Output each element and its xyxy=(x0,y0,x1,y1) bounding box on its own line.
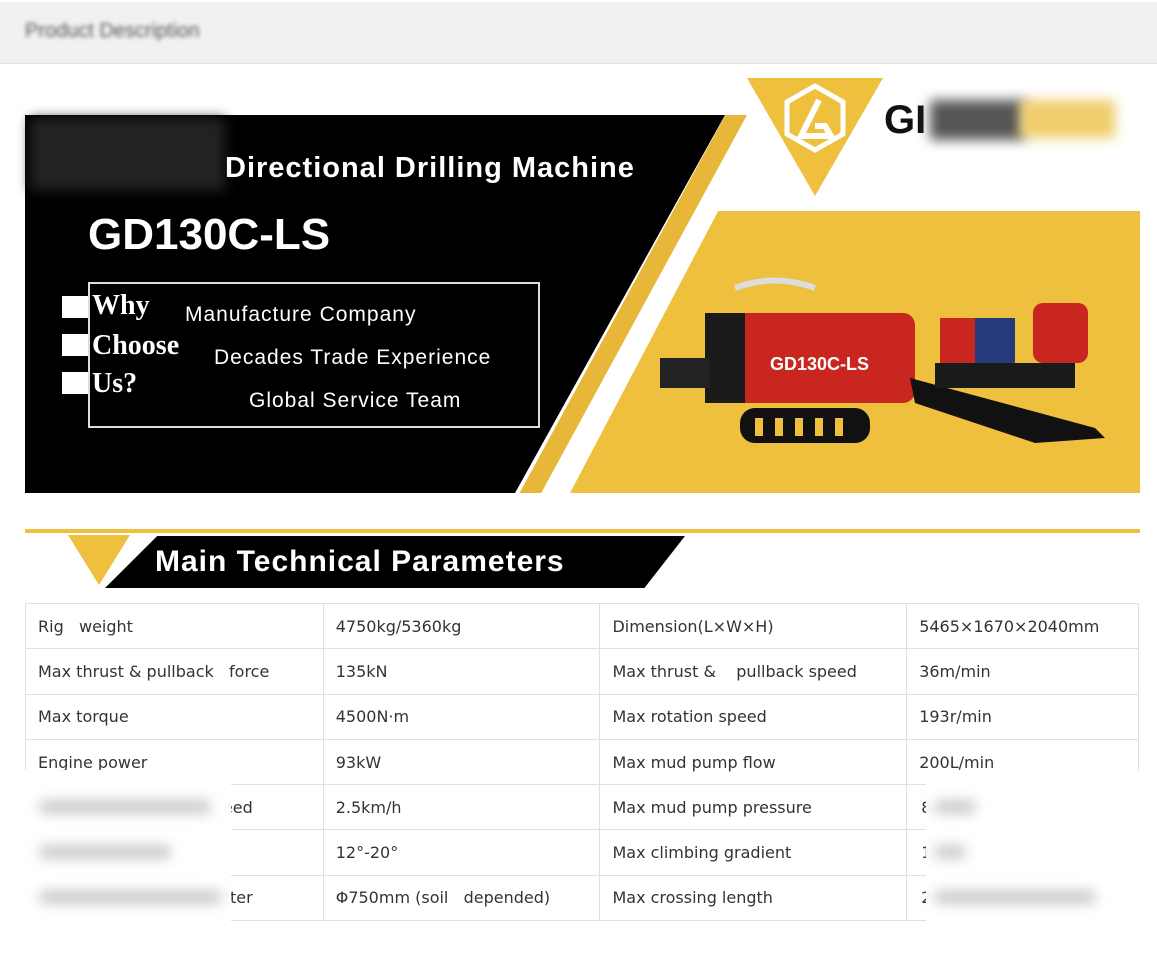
param-label: Dimension(L×W×H) xyxy=(599,602,908,650)
logo-blurred-region xyxy=(1020,100,1115,138)
heading-bar xyxy=(105,536,685,588)
param-label: Max crossing length xyxy=(599,874,908,922)
bullet-square xyxy=(62,296,88,318)
blurred-text xyxy=(40,890,220,904)
header-label: Product Description xyxy=(25,20,200,42)
us-word: Us? xyxy=(92,368,138,399)
param-label: Max mud pump pressure xyxy=(599,784,908,831)
why-box xyxy=(88,282,540,428)
blurred-text xyxy=(935,890,1095,904)
section-divider xyxy=(25,529,1140,533)
brand-logo-icon xyxy=(745,78,885,203)
param-value: 4500N·m xyxy=(322,693,601,740)
feature-item: Decades Trade Experience xyxy=(214,346,492,369)
blurred-text xyxy=(40,800,210,814)
bullet-square xyxy=(62,372,88,394)
param-label: Max climbing gradient xyxy=(599,829,908,876)
section-heading: Main Technical Parameters xyxy=(155,545,565,578)
feature-item: Global Service Team xyxy=(249,389,462,412)
param-value: 135kN xyxy=(322,648,601,695)
table-row: Max torque 4500N·m Max rotation speed 193r/… xyxy=(25,693,1139,740)
param-value: 93kW xyxy=(322,738,601,786)
param-label: Max mud pump flow xyxy=(599,738,908,786)
drilling-machine-image: GD130C-LS xyxy=(655,268,1115,458)
blurred-text xyxy=(935,845,965,859)
banner-blurred-region xyxy=(30,118,225,190)
param-value: 193r/min xyxy=(906,693,1139,740)
banner-title: Directional Drilling Machine xyxy=(225,152,635,184)
blurred-text xyxy=(40,845,170,859)
blurred-text xyxy=(935,800,975,814)
param-value: 4750kg/5360kg xyxy=(322,602,601,650)
param-value: 36m/min xyxy=(906,648,1139,695)
machine-label: GD130C-LS xyxy=(770,354,869,374)
choose-word: Choose xyxy=(92,330,180,361)
param-value: 2.5km/h xyxy=(322,784,601,831)
param-label: Rig weight xyxy=(25,602,324,650)
why-word: Why xyxy=(92,290,150,321)
blurred-region xyxy=(0,770,231,960)
table-row: Rig weight 4750kg/5360kg Dimension(L×W×H) 5… xyxy=(25,602,1139,650)
param-label: Max torque xyxy=(25,693,324,740)
param-value: Φ750mm (soil depended) xyxy=(322,874,601,922)
bullet-square xyxy=(62,334,88,356)
param-label: Max rotation speed xyxy=(599,693,908,740)
logo-blurred-region xyxy=(930,100,1025,140)
description-header-bar xyxy=(0,2,1157,64)
param-value: 12°-20° xyxy=(322,829,601,876)
feature-item: Manufacture Company xyxy=(185,303,417,326)
param-label: Max thrust & pullback speed xyxy=(599,648,908,695)
model-name: GD130C-LS xyxy=(88,210,331,259)
table-row: Max thrust & pullback force 135kN Max thru… xyxy=(25,648,1139,695)
brand-logo-text: GI xyxy=(884,98,927,142)
param-label: Max thrust & pullback force xyxy=(25,648,324,695)
param-value: 5465×1670×2040mm xyxy=(906,602,1139,650)
blurred-region xyxy=(926,770,1157,960)
